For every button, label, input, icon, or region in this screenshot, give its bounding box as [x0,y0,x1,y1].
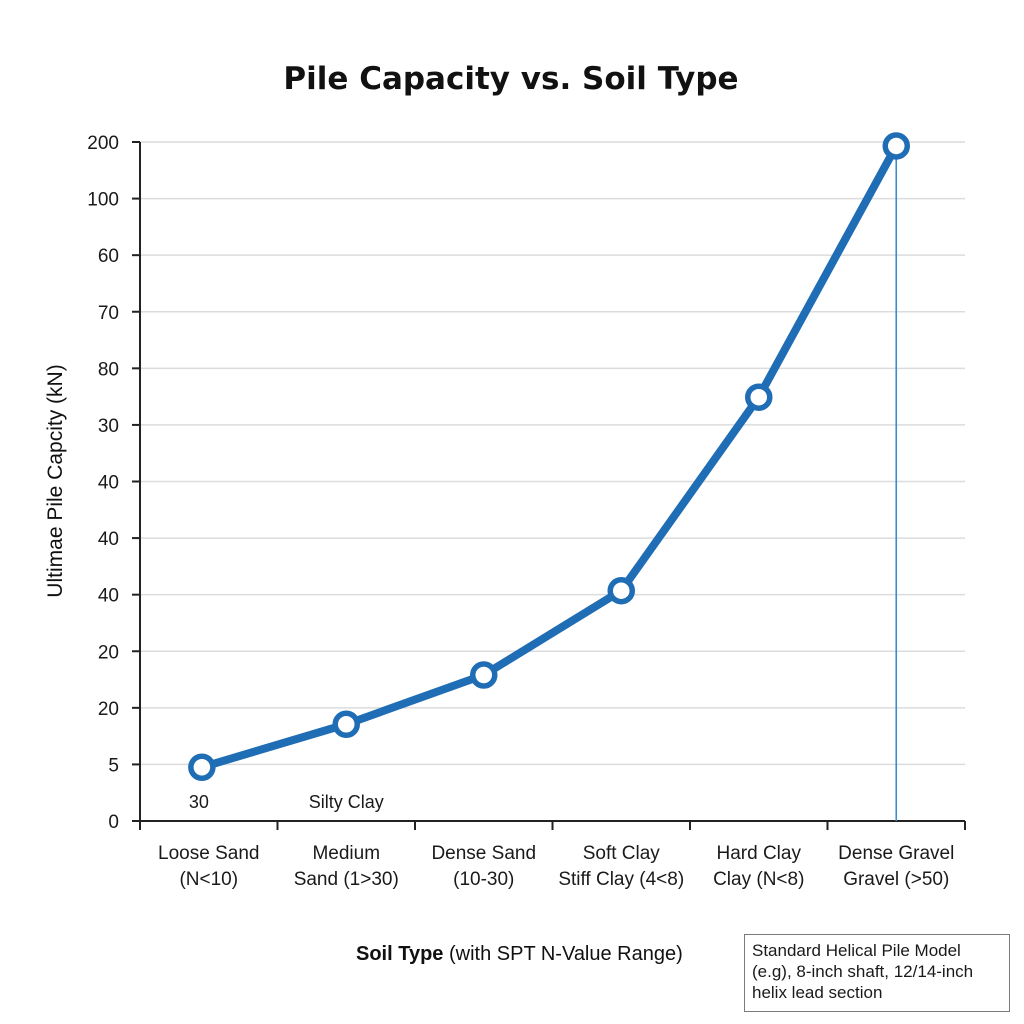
chart-annotation: Silty Clay [309,792,384,812]
x-axis-ticks [139,821,966,830]
x-category-label: Gravel (>50) [843,869,949,890]
note-line: (e.g), 8-inch shaft, 12/14-inch [752,962,974,981]
series-line [197,141,901,772]
y-axis-ticks: 0 5 20 20 40 40 40 30 80 70 60 100 200 [87,133,140,833]
data-point [882,132,910,160]
x-axis-label: Soil Type (with SPT N-Value Range) [356,943,683,965]
x-category-label: Hard Clay [717,843,802,864]
y-tick-label: 80 [98,359,119,380]
note-line: Standard Helical Pile Model [752,941,961,960]
y-tick-label: 100 [87,190,119,211]
note-line: helix lead section [752,983,883,1002]
model-note-box: Standard Helical Pile Model (e.g), 8-inc… [744,934,1010,1012]
y-tick-label: 70 [98,303,119,324]
y-tick-label: 0 [108,812,119,833]
x-category-label: Clay (N<8) [713,869,804,890]
y-tick-label: 5 [108,755,119,776]
y-tick-label: 20 [98,699,119,720]
x-category-label: Sand (1>30) [294,869,399,890]
data-point [470,661,498,689]
data-point [332,710,360,738]
y-tick-label: 60 [98,246,119,267]
y-tick-label: 20 [98,642,119,663]
y-tick-label: 40 [98,529,119,550]
y-axis-label: Ultimae Pile Capcity (kN) [44,364,67,597]
data-points [188,132,910,781]
x-category-label: Soft Clay [583,843,661,864]
chart-annotation: 30 [189,792,209,812]
y-tick-label: 30 [98,416,119,437]
data-point [188,753,216,781]
x-category-labels: Loose Sand (N<10) Medium Sand (1>30) Dense S… [158,843,954,890]
y-tick-label: 200 [87,133,119,154]
y-tick-label: 40 [98,586,119,607]
gridlines [140,141,965,766]
x-category-label: (10-30) [453,869,514,890]
annotations: 30 Silty Clay [189,792,384,812]
data-point [607,576,635,605]
x-category-label: Loose Sand [158,843,259,864]
x-category-label: Medium [312,843,380,864]
x-category-label: Dense Gravel [838,843,954,864]
x-category-label: (N<10) [179,869,238,890]
y-tick-label: 40 [98,473,119,494]
x-axis-label-rest: (with SPT N-Value Range) [443,943,682,965]
x-axis-label-bold: Soil Type [356,943,443,965]
x-category-label: Stiff Clay (4<8) [558,869,684,890]
x-category-label: Dense Sand [431,843,536,864]
data-point [745,383,773,411]
chart-title: Pile Capacity vs. Soil Type [283,61,738,97]
